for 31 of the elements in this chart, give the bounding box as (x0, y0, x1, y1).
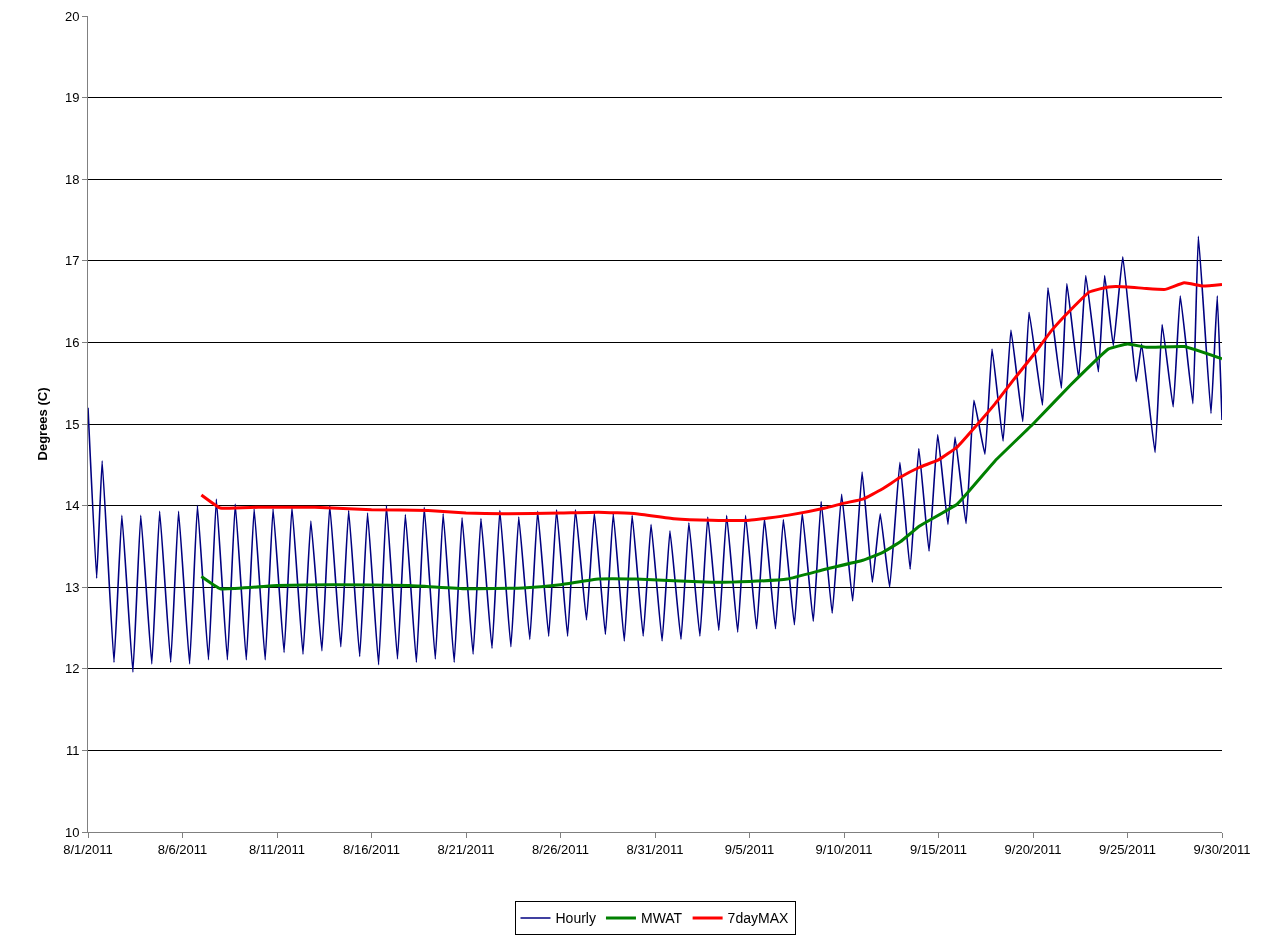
y-tick-label: 14 (64, 498, 80, 514)
x-tick-label: 9/25/2011 (1099, 841, 1156, 857)
y-tick-label: 18 (64, 171, 80, 187)
legend-label: Hourly (555, 910, 596, 927)
x-tick-label: 9/30/2011 (1193, 841, 1251, 857)
y-tick-label: 19 (64, 90, 80, 106)
y-tick-label: 16 (64, 334, 80, 350)
line-series (88, 235, 1222, 673)
y-tick-label: 11 (65, 742, 80, 758)
x-tick-label: 9/20/2011 (1004, 841, 1062, 857)
x-tick-label: 9/5/2011 (724, 841, 775, 857)
x-tick-label: 8/1/2011 (63, 841, 113, 857)
y-tick-label: 17 (64, 253, 80, 269)
line-series (199, 281, 1222, 522)
y-tick-label: 10 (64, 824, 80, 840)
y-tick-label: 20 (64, 8, 80, 24)
legend-label: 7dayMAX (727, 910, 789, 927)
x-tick-label: 9/10/2011 (815, 841, 873, 857)
x-tick-label: 8/16/2011 (343, 841, 400, 857)
line-series (199, 342, 1222, 591)
y-axis-title: Degrees (C) (34, 387, 50, 461)
x-tick-label: 8/26/2011 (532, 841, 589, 857)
y-tick-label: 13 (64, 579, 80, 595)
y-tick-label: 15 (64, 416, 80, 432)
y-tick-label: 12 (64, 661, 80, 677)
x-tick-label: 8/21/2011 (437, 841, 495, 857)
x-tick-label: 9/15/2011 (910, 841, 967, 857)
x-tick-label: 8/31/2011 (626, 841, 684, 857)
x-tick-label: 8/6/2011 (157, 841, 208, 857)
legend-label: MWAT (640, 910, 683, 927)
x-tick-label: 8/11/2011 (249, 841, 305, 857)
